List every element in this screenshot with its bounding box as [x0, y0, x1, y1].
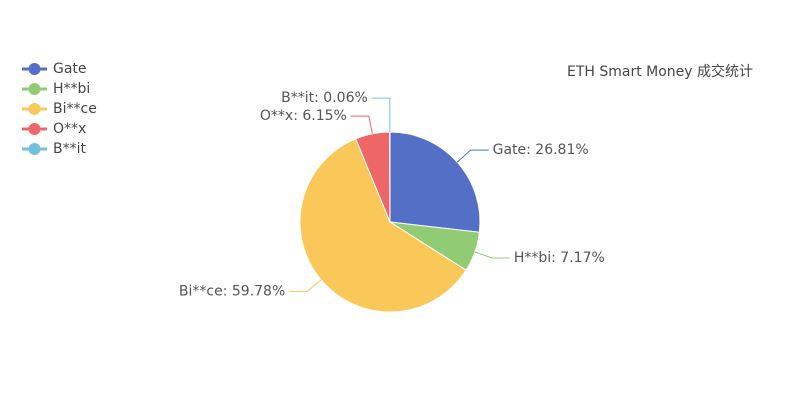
- label-line: [289, 279, 322, 292]
- legend-icon: [28, 103, 41, 115]
- legend-label: Bi**ce: [53, 101, 97, 117]
- data-label: Gate: 26.81%: [493, 142, 589, 158]
- pie-slice: [389, 131, 481, 233]
- data-label: H**bi: 7.17%: [514, 250, 605, 266]
- legend-label: B**it: [53, 141, 86, 157]
- legend-icon: [28, 63, 41, 75]
- label-line: [371, 97, 391, 133]
- label-line: [456, 149, 489, 163]
- label-line: [474, 251, 510, 259]
- data-label: Bi**ce: 59.78%: [179, 283, 285, 299]
- legend-icon: [28, 123, 41, 135]
- legend-icon: [28, 143, 41, 155]
- legend-icon: [28, 83, 41, 95]
- legend-label: Gate: [53, 61, 87, 77]
- legend-label: O**x: [53, 121, 86, 137]
- label-line: [350, 115, 373, 134]
- pie-slice: [299, 138, 467, 313]
- legend-label: H**bi: [53, 81, 90, 97]
- data-label: B**it: 0.06%: [281, 90, 368, 106]
- data-label: O**x: 6.15%: [260, 108, 347, 124]
- chart-title: ETH Smart Money 成交统计: [567, 63, 753, 80]
